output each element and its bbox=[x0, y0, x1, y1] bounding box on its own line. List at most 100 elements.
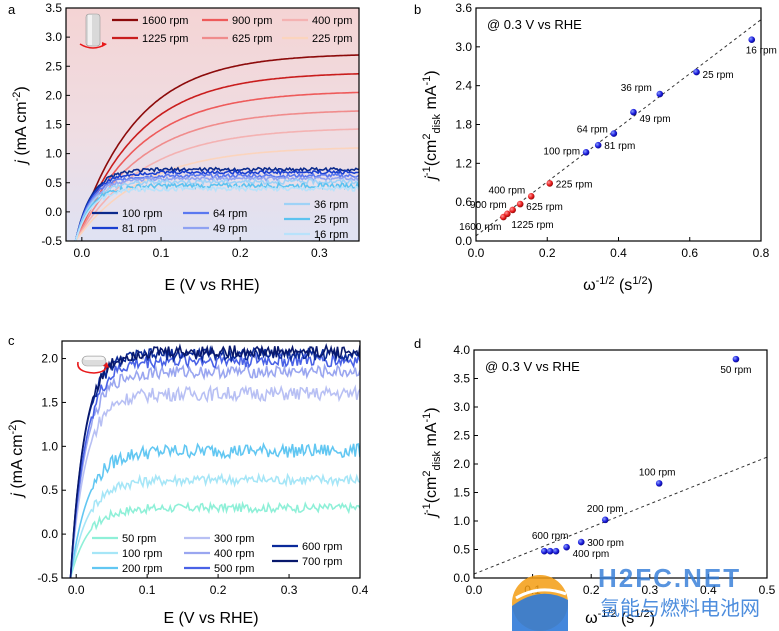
y-tick-label: 0.0 bbox=[45, 205, 62, 219]
point-label: 400 rpm bbox=[573, 549, 610, 560]
legend-label: 900 rpm bbox=[232, 15, 272, 27]
point-label: 100 rpm bbox=[543, 146, 580, 157]
point-label: 600 rpm bbox=[532, 531, 569, 542]
point-label: 400 rpm bbox=[489, 185, 526, 196]
data-point bbox=[577, 538, 585, 546]
data-point bbox=[630, 108, 637, 116]
data-point bbox=[610, 130, 618, 137]
legend-label: 300 rpm bbox=[214, 533, 254, 545]
legend-label: 100 rpm bbox=[122, 208, 162, 220]
y-tick-label: 1.0 bbox=[41, 439, 58, 453]
y-tick-label: 2.5 bbox=[45, 59, 62, 73]
series-line-300-rpm bbox=[69, 384, 360, 578]
x-tick-label: 0.6 bbox=[681, 246, 698, 260]
data-point bbox=[582, 149, 590, 156]
panel-a-ylabel: j (mA cm-2) bbox=[11, 86, 30, 165]
x-tick-label: 0.3 bbox=[311, 246, 328, 260]
panel-d-ticks: 0.00.10.20.30.40.50.00.51.01.52.02.53.03… bbox=[453, 343, 775, 597]
panel-d-ylabel: j-1(cm2disk mA-1) bbox=[421, 407, 443, 518]
panel-a-xlabel: E (V vs RHE) bbox=[164, 277, 259, 294]
y-tick-label: 1.5 bbox=[45, 118, 62, 132]
series-line-400-rpm bbox=[74, 128, 359, 241]
data-point bbox=[541, 547, 548, 555]
legend-label: 400 rpm bbox=[312, 15, 352, 27]
panel-d-annotation: @ 0.3 V vs RHE bbox=[485, 359, 580, 374]
panel-c-ylabel: j (mA cm-2) bbox=[7, 419, 26, 498]
legend-label: 1225 rpm bbox=[142, 33, 188, 45]
panel-d-xlabel: ω-1/2 (s1/2) bbox=[585, 608, 655, 627]
y-tick-label: 1.0 bbox=[45, 147, 62, 161]
y-tick-label: 1.2 bbox=[455, 156, 472, 170]
y-tick-label: 1.5 bbox=[41, 395, 58, 409]
panel-label-d: d bbox=[414, 336, 421, 351]
legend-label: 100 rpm bbox=[122, 548, 162, 560]
x-tick-label: 0.8 bbox=[753, 246, 770, 260]
x-tick-label: 0.4 bbox=[352, 583, 369, 597]
data-point bbox=[509, 206, 516, 214]
data-point bbox=[655, 480, 663, 487]
x-tick-label: 0.0 bbox=[466, 583, 483, 597]
y-tick-label: -0.5 bbox=[37, 571, 58, 585]
y-tick-label: 1.8 bbox=[455, 118, 472, 132]
point-label: 49 rpm bbox=[639, 114, 670, 125]
point-label: 64 rpm bbox=[577, 125, 608, 136]
data-point bbox=[504, 210, 511, 218]
panel-label-a: a bbox=[8, 2, 16, 17]
x-tick-label: 0.0 bbox=[68, 583, 85, 597]
legend-label: 500 rpm bbox=[214, 563, 254, 575]
x-tick-label: 0.0 bbox=[468, 246, 485, 260]
x-tick-label: 0.1 bbox=[153, 246, 170, 260]
y-tick-label: 0.5 bbox=[41, 483, 58, 497]
point-label: 1225 rpm bbox=[511, 220, 553, 231]
data-point bbox=[748, 36, 756, 44]
x-tick-label: 0.2 bbox=[583, 583, 600, 597]
legend-label: 1600 rpm bbox=[142, 15, 188, 27]
legend-label: 64 rpm bbox=[213, 208, 247, 220]
panel-a: 0.0 0.1 0.2 0.3 -0.5 0.0 0.5 1.0 1.5 2.0 2.5 3.0 3.5… bbox=[11, 1, 360, 294]
legend-label: 700 rpm bbox=[302, 556, 342, 568]
point-label: 36 rpm bbox=[621, 83, 652, 94]
y-tick-label: 2.0 bbox=[41, 352, 58, 366]
point-label: 225 rpm bbox=[556, 179, 593, 190]
x-tick-label: 0.2 bbox=[210, 583, 227, 597]
x-tick-label: 0.5 bbox=[759, 583, 776, 597]
y-tick-label: 3.6 bbox=[455, 1, 472, 15]
panel-b-xlabel: ω-1/2 (s1/2) bbox=[583, 275, 653, 294]
series-line-100-rpm bbox=[74, 166, 359, 241]
series-line-900-rpm bbox=[74, 91, 359, 241]
point-label: 625 rpm bbox=[526, 202, 563, 213]
panel-b-annotation: @ 0.3 V vs RHE bbox=[487, 17, 582, 32]
series-line-500-rpm bbox=[69, 350, 360, 578]
watermark-tagline: 氢能与燃料电池网 bbox=[600, 597, 760, 620]
watermark-logo: H2FC.NET 氢能与燃料电池网 bbox=[512, 563, 760, 631]
y-tick-label: 3.0 bbox=[453, 400, 470, 414]
legend-label: 625 rpm bbox=[232, 33, 272, 45]
y-tick-label: 3.5 bbox=[45, 1, 62, 15]
x-tick-label: 0.3 bbox=[281, 583, 298, 597]
panel-label-b: b bbox=[414, 2, 421, 17]
series-line-81-rpm bbox=[74, 168, 359, 241]
series-line-16-rpm bbox=[74, 184, 359, 241]
y-tick-label: 0.0 bbox=[453, 571, 470, 585]
y-tick-label: 1.0 bbox=[453, 514, 470, 528]
series-line-200-rpm bbox=[69, 441, 360, 578]
x-tick-label: 0.2 bbox=[232, 246, 249, 260]
series-line-36-rpm bbox=[74, 177, 359, 241]
x-tick-label: 0.3 bbox=[641, 583, 658, 597]
y-tick-label: 0.6 bbox=[455, 195, 472, 209]
panel-a-series bbox=[74, 54, 359, 241]
data-point bbox=[601, 516, 609, 524]
panel-d-fit-line bbox=[473, 456, 768, 575]
panel-c-frame bbox=[61, 340, 361, 579]
panel-c: 0.0 0.1 0.2 0.3 0.4 -0.5 0.0 0.5 1.0 1.5 2.0 50 rp… bbox=[7, 340, 369, 627]
x-tick-label: 0.4 bbox=[610, 246, 627, 260]
data-point bbox=[552, 547, 560, 555]
legend-label: 25 rpm bbox=[314, 214, 348, 226]
y-tick-label: 0.5 bbox=[453, 543, 470, 557]
point-label: 900 rpm bbox=[470, 200, 507, 211]
panel-label-c: c bbox=[8, 333, 15, 348]
